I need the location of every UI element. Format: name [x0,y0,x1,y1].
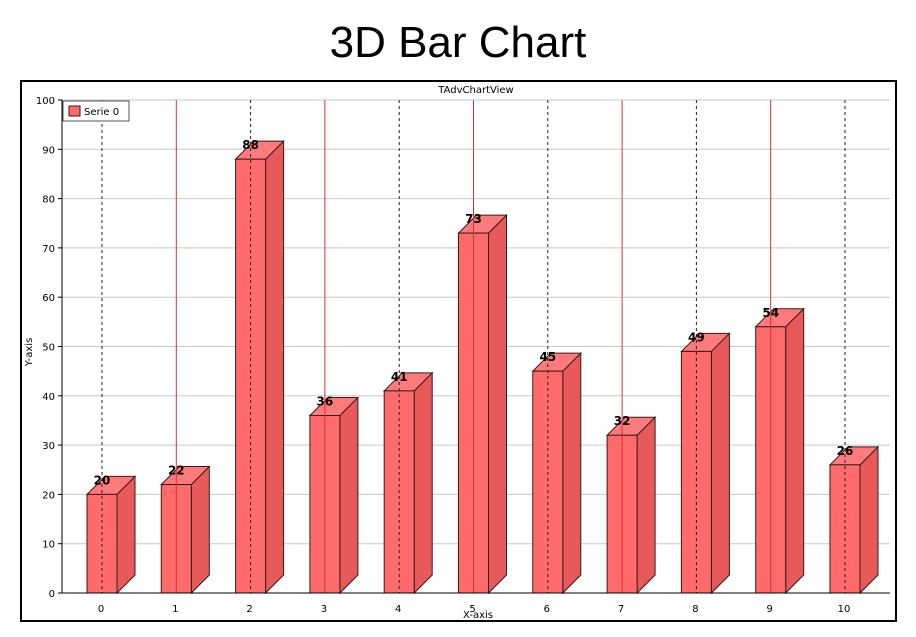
x-tick-label: 8 [692,604,698,615]
x-tick-label: 7 [618,604,624,615]
bar-side [265,139,285,595]
x-tick-label: 9 [767,604,773,615]
x-axis-title: X-axis [463,610,493,620]
legend-swatch [68,105,81,117]
x-tick-label: 6 [544,604,550,615]
bar-side [413,371,433,595]
bar-value-label: 45 [539,350,556,364]
bar-value-label: 54 [762,306,779,320]
bar-chart: TAdvChartView010203040506070809010020022… [24,85,890,620]
chart-frame: TAdvChartView 0 10 20 30 40 50 60 70 80 90 100 20 0 22… [20,80,897,622]
bar-side [710,332,730,595]
bar-side [785,307,805,595]
bar-value-label: 22 [168,464,185,478]
x-tick-label: 3 [321,604,327,615]
y-tick-label: 30 [42,441,55,452]
bar-side [116,475,136,595]
bar-value-label: 32 [614,414,631,428]
y-tick-label: 60 [42,293,55,304]
y-tick-label: 20 [42,490,55,501]
bar-side [339,396,359,595]
x-tick-label: 10 [838,604,851,615]
bar-value-label: 20 [94,473,111,487]
bar-value-label: 49 [688,330,705,344]
y-tick-label: 70 [42,244,55,255]
x-tick-label: 2 [246,604,252,615]
y-tick-label: 80 [42,195,55,206]
y-tick-label: 40 [42,392,55,403]
bar-side [636,416,656,595]
x-tick-label: 4 [395,604,401,615]
bar-side [859,445,879,595]
page-title: 3D Bar Chart [329,18,587,67]
legend-label: Serie 0 [84,107,119,118]
y-tick-label: 0 [49,589,55,600]
bar-value-label: 26 [837,444,854,458]
y-tick-label: 10 [42,540,55,551]
bar [532,370,564,594]
x-tick-label: 1 [172,604,178,615]
y-tick-label: 100 [36,96,55,107]
bar-side [190,465,210,595]
bar-side [562,351,582,595]
y-axis-title: Y-axis [24,338,35,368]
y-tick-label: 90 [42,145,55,156]
chart-title: TAdvChartView [437,85,513,96]
x-tick-label: 5 [469,604,475,615]
bar-value-label: 73 [465,212,482,226]
bar-value-label: 41 [391,370,408,384]
bar-value-label: 36 [317,395,334,409]
legend: Serie 0 [62,100,130,122]
bar-side [488,213,507,595]
bar-value-label: 88 [242,138,259,152]
y-tick-label: 50 [42,343,55,354]
x-tick-label: 0 [98,604,104,615]
